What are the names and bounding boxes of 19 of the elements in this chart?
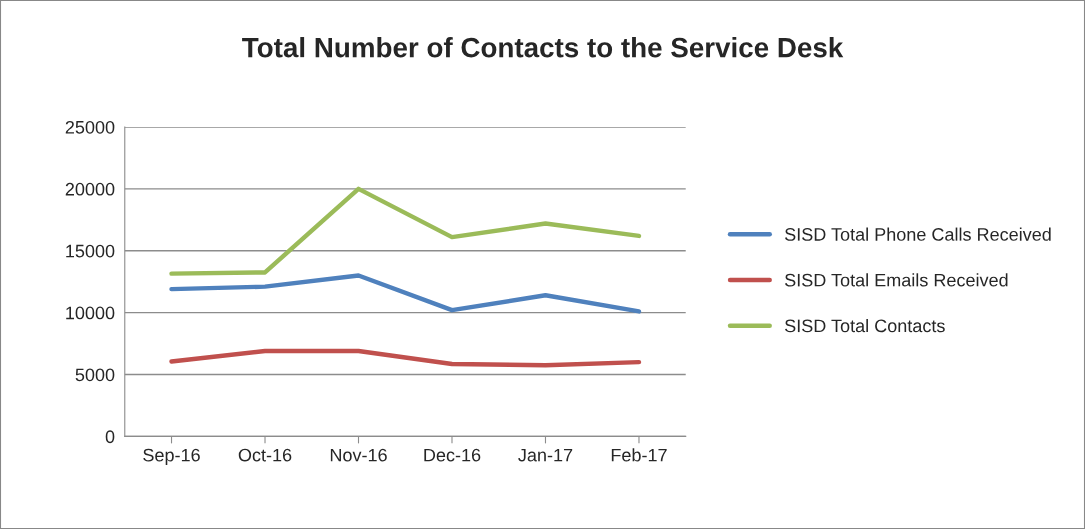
y-tick-label: 15000 — [66, 244, 115, 258]
y-tick-label: 10000 — [66, 306, 115, 320]
x-tick-label: Feb-17 — [611, 448, 667, 462]
legend-label: SISD Total Phone Calls Received — [785, 227, 1051, 241]
line-series — [169, 273, 642, 314]
legend-label: SISD Total Emails Received — [785, 273, 1008, 287]
x-tick-label: Nov-16 — [330, 448, 387, 462]
y-tick-label: 5000 — [75, 368, 115, 382]
x-tick-label: Dec-16 — [424, 448, 481, 462]
line-series — [169, 348, 642, 368]
y-tick-label: 25000 — [65, 120, 115, 134]
y-tick-label: 0 — [105, 430, 115, 444]
legend-label: SISD Total Contacts — [785, 319, 945, 333]
y-tick-label: 20000 — [65, 182, 115, 196]
x-tick-label: Oct-16 — [238, 448, 292, 462]
x-tick-label: Sep-16 — [143, 448, 200, 466]
x-tick-label: Jan-17 — [518, 448, 573, 462]
chart-title: Total Number of Contacts to the Service Desk — [242, 37, 844, 58]
line-series — [169, 186, 642, 276]
